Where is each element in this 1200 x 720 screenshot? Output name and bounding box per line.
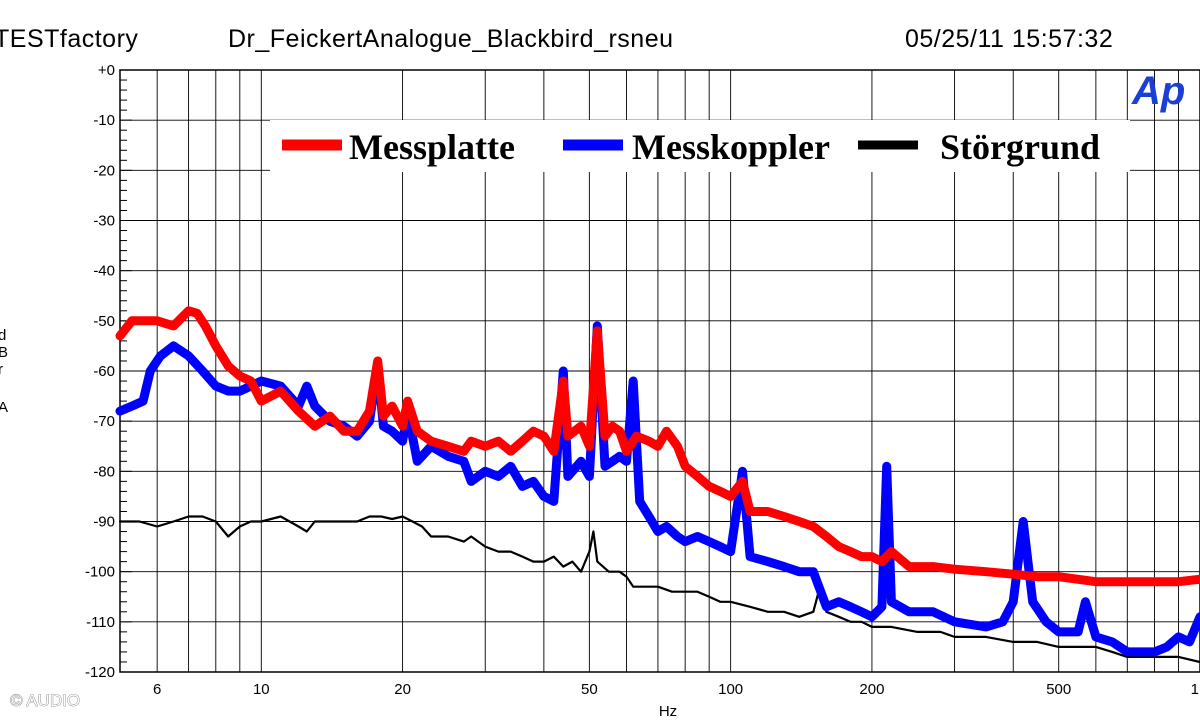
y-axis-label-fragment: d B r A — [0, 327, 8, 416]
x-tick-label: 200 — [859, 681, 884, 698]
series-line-messplatte — [115, 306, 1200, 587]
x-tick-label: 100 — [718, 681, 743, 698]
x-axis-label: Hz — [659, 703, 677, 720]
series-line-stoergrund — [118, 515, 1200, 664]
legend: Messplatte Messkoppler Störgrund — [270, 120, 1130, 172]
x-axis: 6 10 20 50 100 200 500 1 — [153, 681, 1199, 698]
y-tick-label: -90 — [93, 514, 115, 531]
y-label-char: A — [0, 399, 8, 416]
series-layer — [115, 306, 1200, 664]
y-tick-label: -30 — [93, 213, 115, 230]
header-left: TESTfactory — [0, 25, 138, 53]
y-tick-label: -70 — [93, 413, 115, 430]
x-tick-label: 50 — [581, 681, 598, 698]
y-label-char: B — [0, 344, 8, 361]
series-line-messkoppler — [115, 321, 1200, 657]
header-right: 05/25/11 15:57:32 — [905, 25, 1113, 53]
brand-logo: Ap — [1131, 69, 1185, 113]
y-tick-label: -10 — [93, 112, 115, 129]
header-center: Dr_FeickertAnalogue_Blackbird_rsneu — [228, 25, 674, 53]
y-tick-label: -100 — [85, 564, 115, 581]
y-label-char: d — [0, 327, 6, 344]
x-tick-label: 20 — [394, 681, 411, 698]
copyright-notice: © AUDIO — [10, 691, 80, 710]
y-tick-label: -80 — [93, 463, 115, 480]
y-tick-label: -120 — [85, 664, 115, 681]
y-tick-label: -60 — [93, 363, 115, 380]
x-tick-label: 1 — [1191, 681, 1199, 698]
y-tick-label: -50 — [93, 313, 115, 330]
x-tick-label: 6 — [153, 681, 161, 698]
legend-label-messkoppler: Messkoppler — [632, 127, 830, 167]
x-tick-label: 500 — [1046, 681, 1071, 698]
legend-label-stoergrund: Störgrund — [940, 127, 1100, 167]
y-tick-label: -40 — [93, 263, 115, 280]
x-tick-label: 10 — [253, 681, 270, 698]
y-label-char: r — [0, 361, 3, 378]
y-tick-label: -20 — [93, 162, 115, 179]
y-axis: +0 -10 -20 -30 -40 -50 -60 -70 -80 -90 -100 -110 -12… — [85, 62, 132, 681]
y-tick-label: -110 — [86, 614, 115, 631]
legend-label-messplatte: Messplatte — [349, 127, 515, 167]
y-tick-label: +0 — [98, 62, 115, 79]
